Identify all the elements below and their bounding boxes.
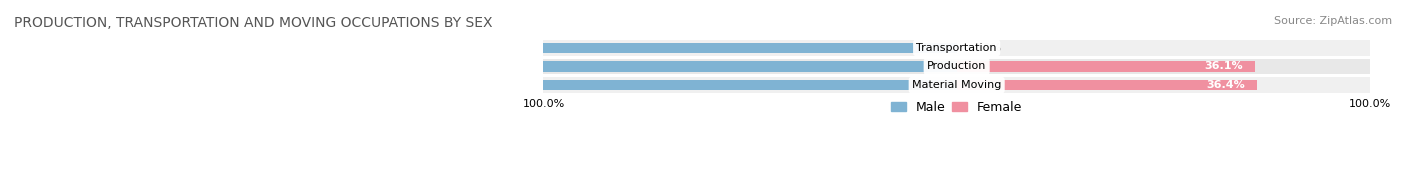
Text: 36.1%: 36.1% — [1204, 62, 1243, 72]
Text: Source: ZipAtlas.com: Source: ZipAtlas.com — [1274, 16, 1392, 26]
Text: Material Moving: Material Moving — [912, 80, 1001, 90]
Text: 63.9%: 63.9% — [441, 62, 479, 72]
Bar — [956, 61, 1256, 72]
Bar — [544, 77, 1369, 93]
Bar — [432, 80, 956, 90]
Legend: Male, Female: Male, Female — [886, 96, 1028, 119]
Bar — [544, 40, 1369, 56]
Text: Production: Production — [927, 62, 987, 72]
Text: 36.4%: 36.4% — [1206, 80, 1246, 90]
Bar — [956, 80, 1257, 90]
Text: 0.0%: 0.0% — [973, 43, 1001, 53]
Text: 63.6%: 63.6% — [443, 80, 482, 90]
Text: 100.0%: 100.0% — [142, 43, 188, 53]
Text: PRODUCTION, TRANSPORTATION AND MOVING OCCUPATIONS BY SEX: PRODUCTION, TRANSPORTATION AND MOVING OC… — [14, 16, 492, 30]
Bar — [544, 59, 1369, 74]
Bar — [429, 61, 956, 72]
Text: Transportation: Transportation — [917, 43, 997, 53]
Bar — [131, 43, 956, 53]
